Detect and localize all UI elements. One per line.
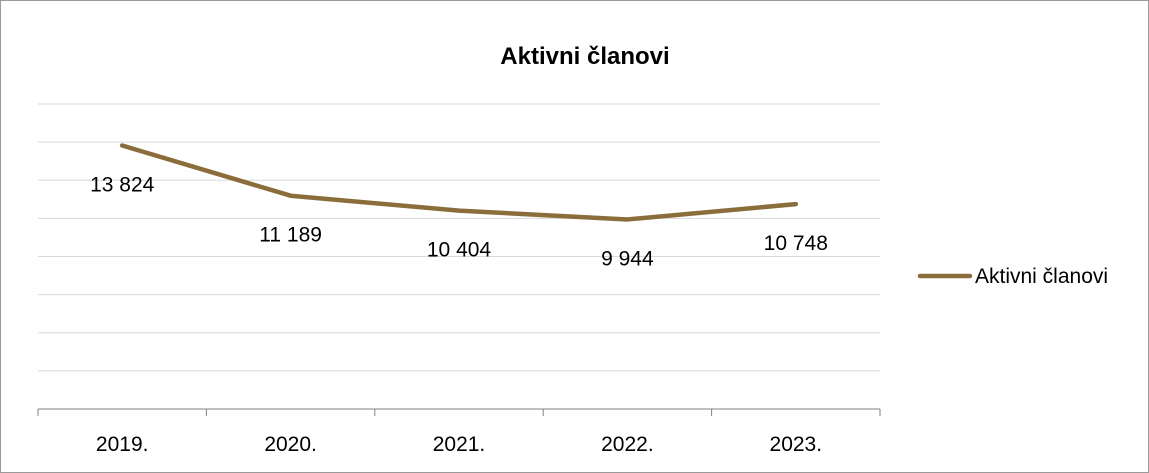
data-label: 10 748 xyxy=(764,232,828,255)
series-group xyxy=(119,143,799,222)
data-point xyxy=(793,202,798,207)
data-point xyxy=(457,208,461,213)
legend: Aktivni članovi xyxy=(917,265,1108,288)
x-tick-label: 2021. xyxy=(433,433,486,456)
data-point xyxy=(120,143,125,148)
x-tick-label: 2020. xyxy=(264,433,317,456)
data-point xyxy=(288,193,293,198)
chart-title: Aktivni članovi xyxy=(500,43,669,70)
x-tick-label: 2023. xyxy=(770,433,823,456)
gridlines xyxy=(38,103,880,372)
data-label: 13 824 xyxy=(90,173,155,196)
data-label: 9 944 xyxy=(601,247,654,270)
data-label: 11 189 xyxy=(259,224,322,247)
x-tick-label: 2022. xyxy=(601,433,654,456)
series-line xyxy=(119,143,799,222)
x-tick-label: 2019. xyxy=(96,433,149,456)
data-label: 10 404 xyxy=(427,239,492,262)
legend-label: Aktivni članovi xyxy=(975,265,1108,288)
data-labels: 13 824 11 189 10 404 9 944 10 748 xyxy=(90,173,828,270)
data-point xyxy=(625,217,630,222)
x-axis: 2019. 2020. 2021. 2022. 2023. xyxy=(37,408,881,456)
